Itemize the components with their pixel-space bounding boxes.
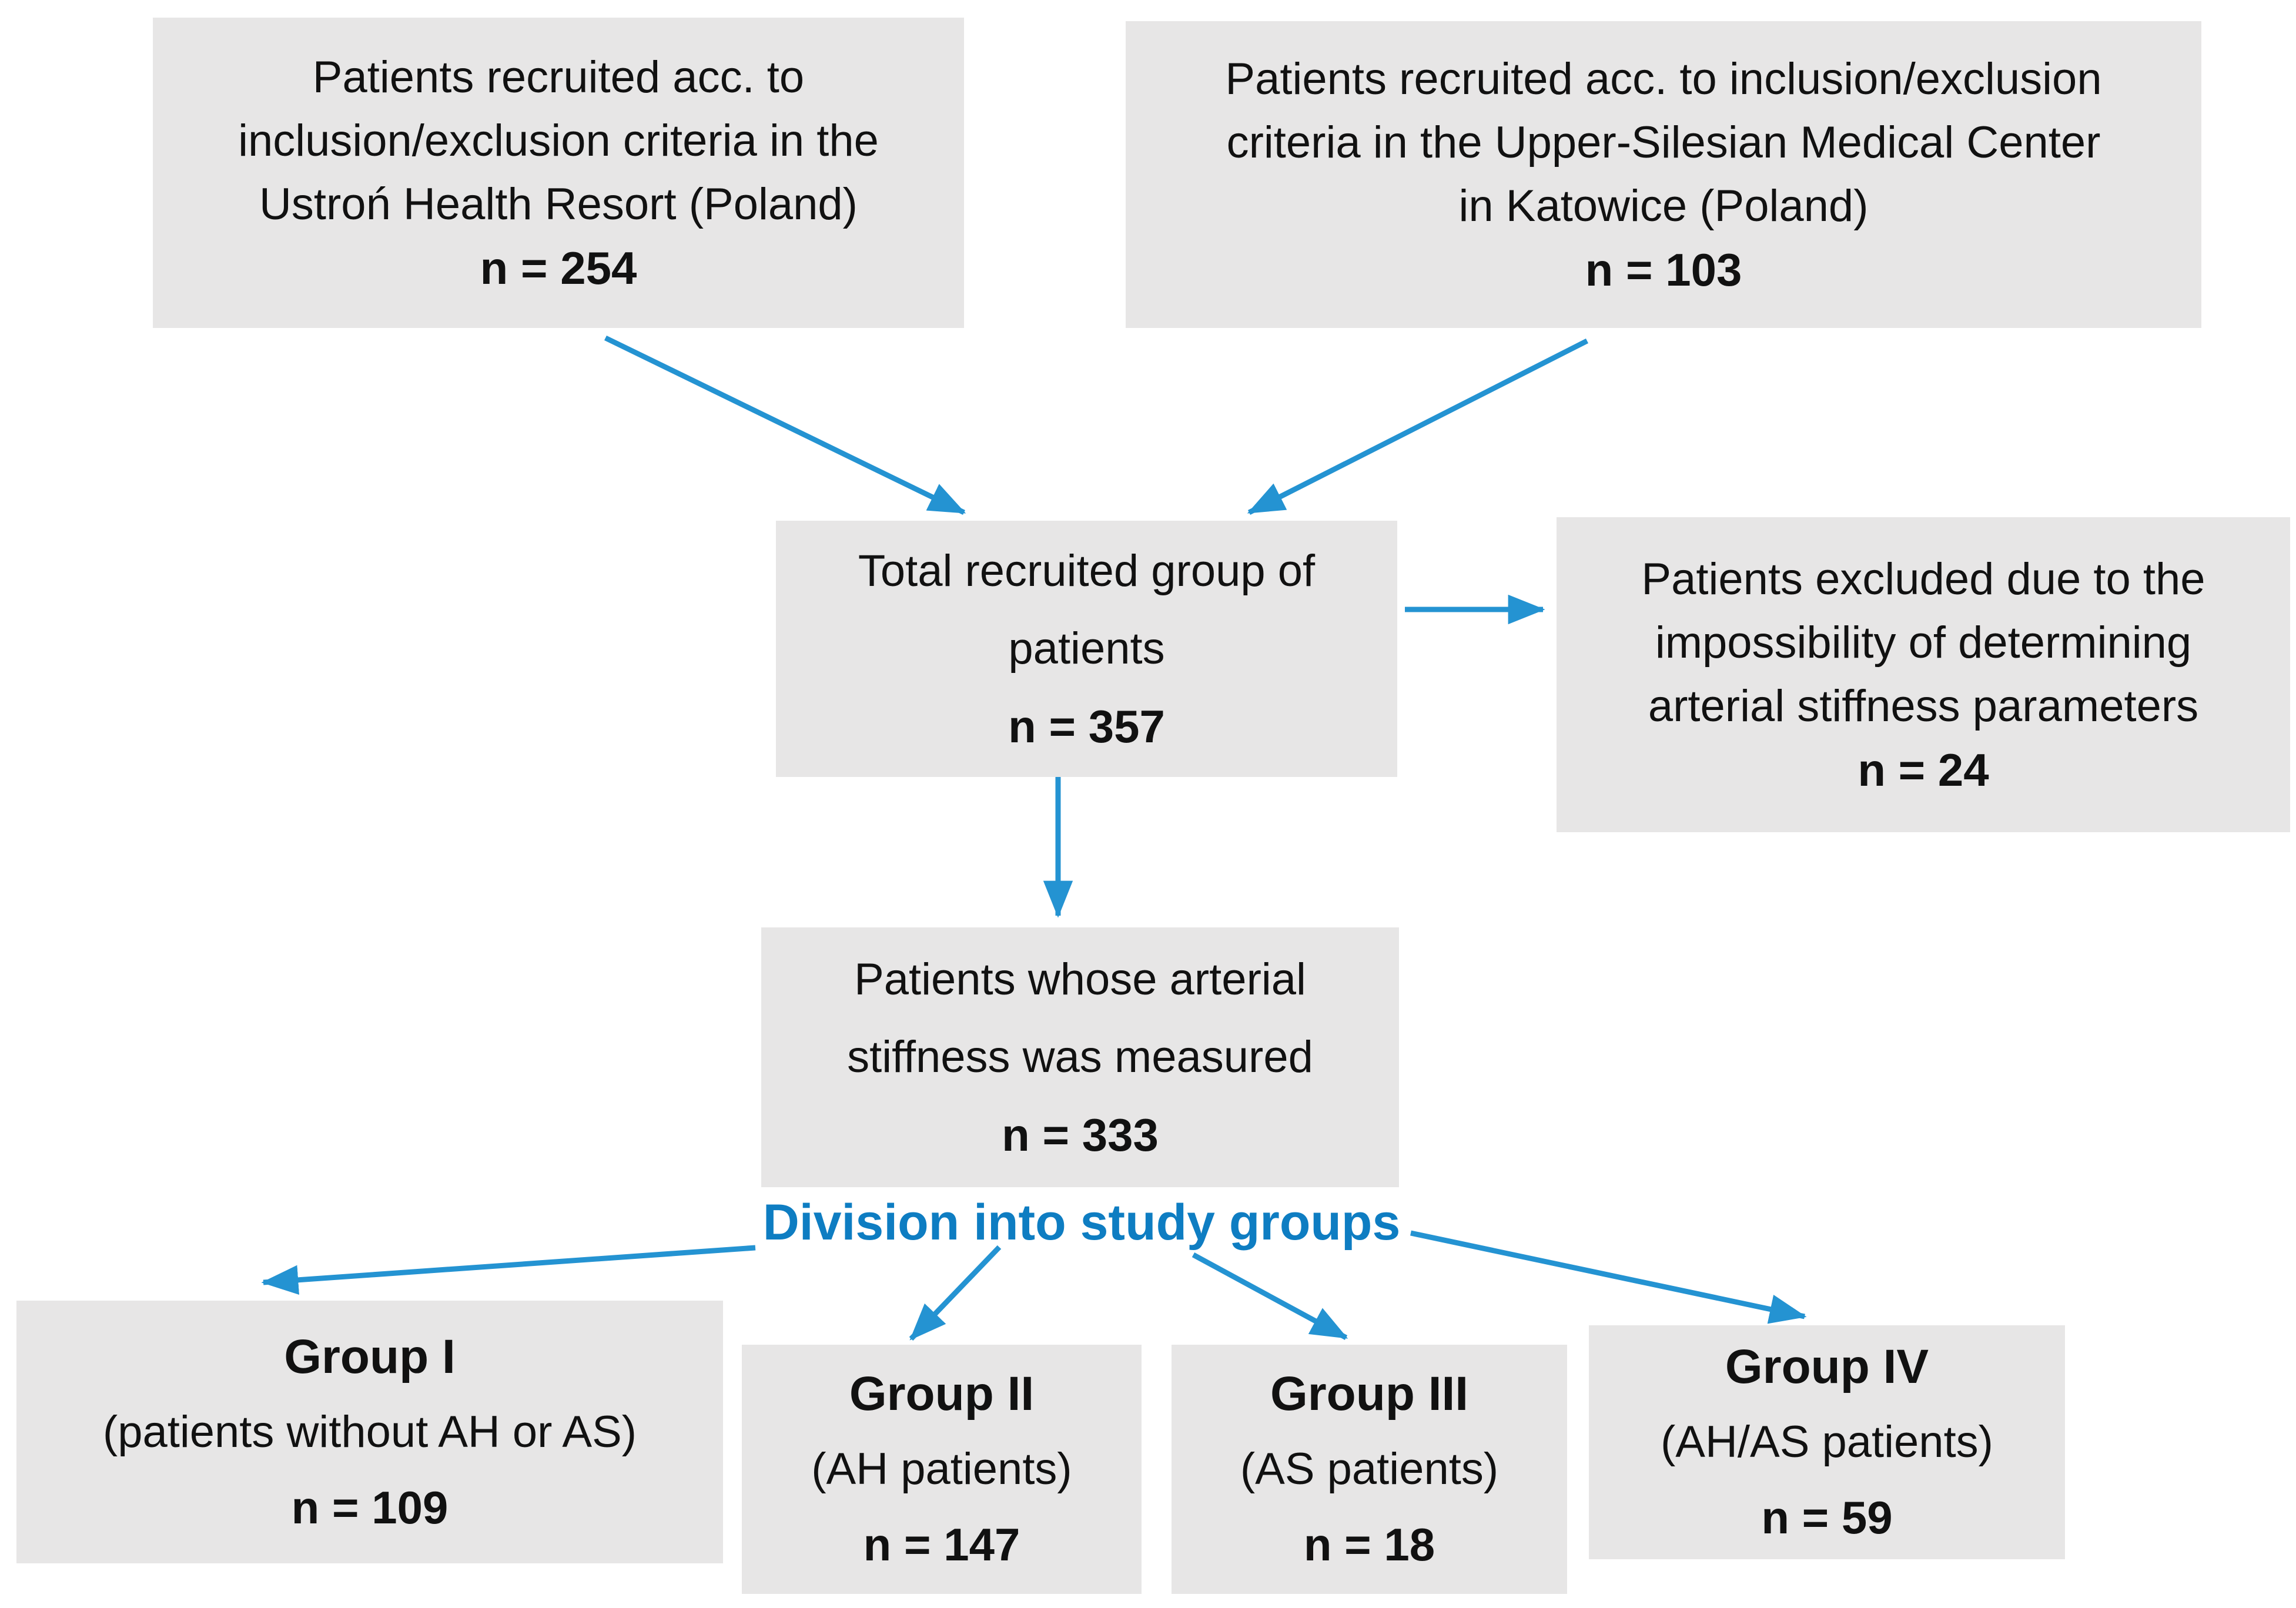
arrow-division-to-group3 — [1191, 1252, 1348, 1340]
sample-size-value: n = 18 — [1303, 1519, 1435, 1570]
group-subtitle: (AS patients) — [1240, 1444, 1499, 1494]
box-text-line: criteria in the Upper-Silesian Medical C… — [1226, 118, 2101, 168]
box-text-line: inclusion/exclusion criteria in the — [238, 116, 879, 166]
group-title: Group III — [1270, 1367, 1469, 1421]
arrow-katowice-to-total — [1247, 338, 1589, 515]
box-text-line: Patients recruited acc. to inclusion/exc… — [1225, 54, 2102, 104]
box-text-line: Ustroń Health Resort (Poland) — [259, 179, 858, 229]
sample-size-value: n = 103 — [1585, 244, 1742, 296]
box-text-line: Patients recruited acc. to — [312, 52, 805, 102]
box-text-line: Patients whose arterial — [854, 954, 1306, 1004]
box-group-2: Group II (AH patients) n = 147 — [742, 1345, 1142, 1594]
box-recruited-ustron: Patients recruited acc. to inclusion/exc… — [153, 18, 964, 328]
group-title: Group II — [849, 1367, 1035, 1421]
box-text-line: patients — [1008, 624, 1165, 674]
box-text-line: stiffness was measured — [847, 1032, 1313, 1082]
box-text-line: in Katowice (Poland) — [1458, 181, 1869, 231]
box-excluded-patients: Patients excluded due to the impossibili… — [1557, 517, 2290, 832]
box-text-line: Total recruited group of — [858, 546, 1316, 596]
arrow-division-to-group2 — [909, 1245, 1002, 1341]
group-title: Group IV — [1725, 1340, 1929, 1393]
sample-size-value: n = 333 — [1002, 1109, 1159, 1161]
box-group-4: Group IV (AH/AS patients) n = 59 — [1589, 1325, 2065, 1559]
sample-size-value: n = 109 — [291, 1481, 449, 1533]
group-subtitle: (AH/AS patients) — [1661, 1417, 1993, 1467]
sample-size-value: n = 59 — [1761, 1492, 1893, 1543]
box-recruited-katowice: Patients recruited acc. to inclusion/exc… — [1126, 21, 2201, 328]
arrow-ustron-to-total — [604, 335, 966, 515]
box-total-recruited: Total recruited group of patients n = 35… — [776, 521, 1397, 777]
box-stiffness-measured: Patients whose arterial stiffness was me… — [761, 927, 1399, 1187]
box-group-1: Group I (patients without AH or AS) n = … — [16, 1301, 723, 1563]
division-into-groups-label: Division into study groups — [762, 1194, 1401, 1251]
box-text-line: arterial stiffness parameters — [1648, 681, 2199, 731]
sample-size-value: n = 254 — [480, 242, 637, 294]
arrow-division-to-group1 — [261, 1245, 756, 1295]
sample-size-value: n = 357 — [1008, 701, 1165, 752]
sample-size-value: n = 24 — [1857, 744, 1989, 796]
group-subtitle: (patients without AH or AS) — [102, 1406, 637, 1457]
box-text-line: impossibility of determining — [1655, 618, 2192, 668]
box-group-3: Group III (AS patients) n = 18 — [1172, 1345, 1567, 1594]
group-title: Group I — [284, 1329, 456, 1383]
group-subtitle: (AH patients) — [811, 1444, 1072, 1494]
box-text-line: Patients excluded due to the — [1641, 554, 2205, 604]
arrow-division-to-group4 — [1410, 1230, 1807, 1324]
sample-size-value: n = 147 — [863, 1519, 1020, 1570]
